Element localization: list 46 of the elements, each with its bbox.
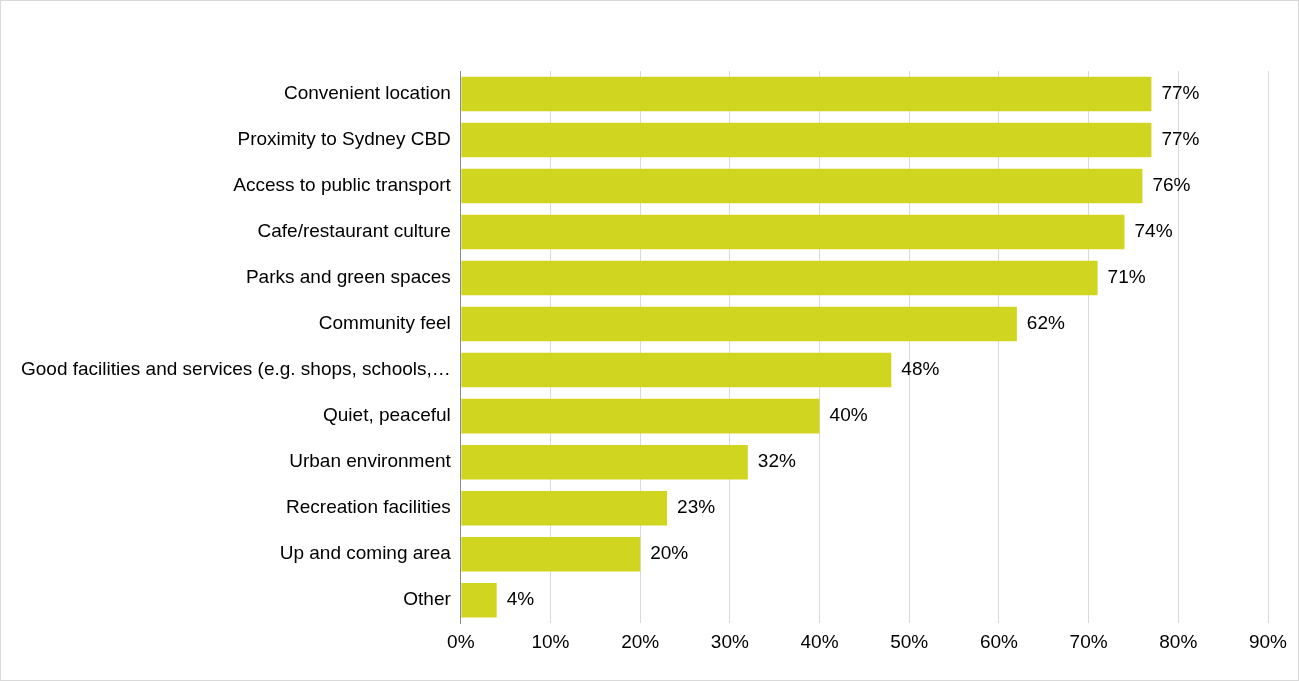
bar <box>461 76 1152 112</box>
bar <box>461 352 892 388</box>
x-tick-label: 80% <box>1159 630 1198 652</box>
data-label: 62% <box>1026 312 1066 334</box>
x-tick-label: 40% <box>800 630 839 652</box>
bar <box>461 168 1143 204</box>
y-tick-label: Good facilities and services (e.g. shops, schools,… <box>21 358 451 380</box>
bar <box>461 444 748 480</box>
x-tick-label: 90% <box>1248 630 1288 652</box>
x-tick-label: 50% <box>890 630 929 652</box>
y-tick-label: Quiet, peaceful <box>323 404 451 426</box>
data-label: 71% <box>1107 266 1146 288</box>
data-label: 20% <box>650 542 689 564</box>
x-tick-label: 0% <box>447 630 475 652</box>
data-label: 32% <box>757 450 796 472</box>
data-label: 23% <box>677 496 716 518</box>
x-tick-label: 70% <box>1069 630 1108 652</box>
y-tick-label: Proximity to Sydney CBD <box>237 128 451 150</box>
bar <box>461 490 668 526</box>
data-label: 74% <box>1134 220 1173 242</box>
bar <box>461 306 1017 342</box>
y-tick-label: Up and coming area <box>279 542 452 564</box>
y-tick-label: Convenient location <box>283 82 451 104</box>
y-tick-label: Recreation facilities <box>286 496 451 518</box>
y-tick-label: Other <box>403 588 452 610</box>
x-tick-label: 30% <box>710 630 749 652</box>
y-tick-label: Cafe/restaurant culture <box>257 220 451 242</box>
data-label: 4% <box>506 588 535 610</box>
bar <box>461 122 1152 158</box>
x-tick-label: 10% <box>531 630 570 652</box>
x-tick-label: 60% <box>979 630 1019 652</box>
data-label: 77% <box>1161 128 1200 150</box>
bar <box>461 536 641 572</box>
bar <box>461 214 1125 250</box>
x-tick-label: 20% <box>621 630 660 652</box>
data-label: 48% <box>901 358 940 380</box>
data-label: 40% <box>829 404 868 426</box>
bar <box>461 582 497 618</box>
data-label: 77% <box>1161 82 1200 104</box>
y-tick-label: Parks and green spaces <box>245 266 451 288</box>
y-tick-label: Urban environment <box>289 450 452 472</box>
bar <box>461 398 820 434</box>
bar <box>461 260 1098 296</box>
data-label: 76% <box>1152 174 1191 196</box>
y-tick-label: Community feel <box>318 312 451 334</box>
y-tick-label: Access to public transport <box>233 174 452 196</box>
